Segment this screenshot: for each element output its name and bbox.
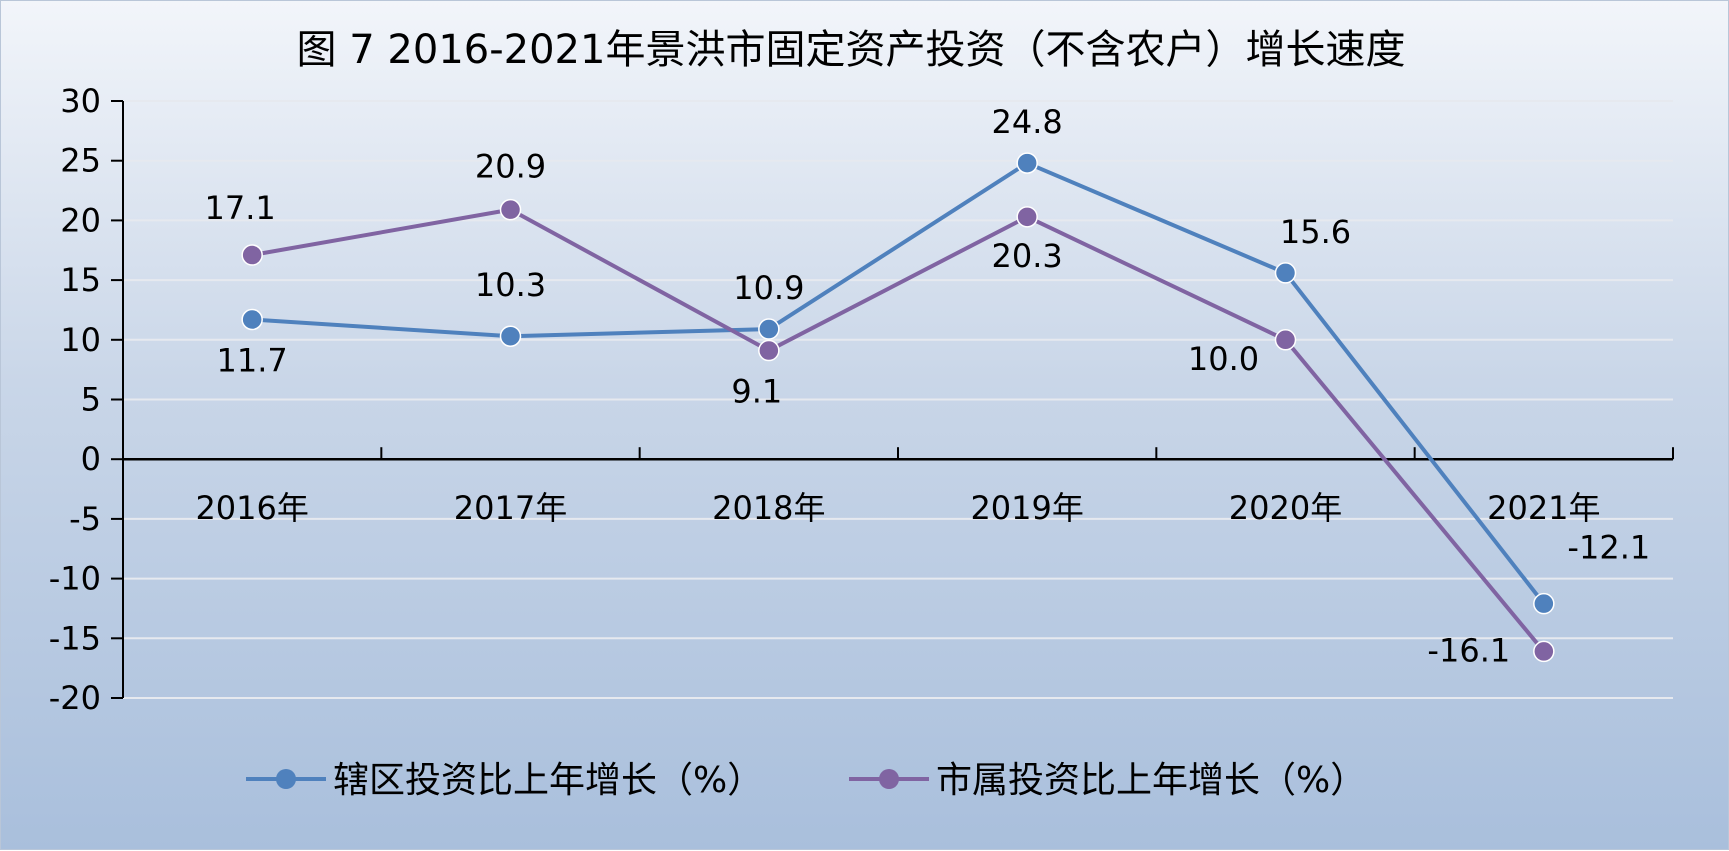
- y-tick-label: 20: [60, 201, 101, 239]
- series-line-2: [251, 207, 1546, 653]
- data-label: 10.3: [475, 266, 546, 304]
- x-tick-label: 2020年: [1229, 489, 1342, 527]
- x-tick-label: 2019年: [970, 489, 1083, 527]
- legend-label: 市属投资比上年增长（%）: [936, 760, 1366, 801]
- series-1-point: [241, 308, 263, 331]
- series-2-point: [1274, 329, 1297, 351]
- x-tick-label: 2017年: [454, 489, 567, 527]
- x-tick-label: 2021年: [1487, 489, 1600, 527]
- series-2-point: [758, 339, 780, 362]
- data-label: 15.6: [1280, 213, 1351, 251]
- data-label: 9.1: [731, 373, 782, 411]
- y-tick-label: 15: [60, 261, 101, 299]
- legend-item-2: 市属投资比上年增长（%）: [849, 760, 1366, 801]
- legend-marker: [276, 769, 296, 789]
- y-tick-label: 5: [81, 381, 101, 419]
- series-1-point: [1274, 262, 1297, 284]
- axes: [111, 100, 1674, 699]
- legend-item-1: 辖区投资比上年增长（%）: [246, 760, 763, 801]
- series-2-point: [499, 198, 522, 221]
- legend-marker: [879, 769, 899, 789]
- series-1-point: [758, 318, 780, 340]
- chart-title: 图 7 2016-2021年景洪市固定资产投资（不含农户）增长速度: [297, 27, 1406, 73]
- legend: 辖区投资比上年增长（%） 市属投资比上年增长（%）: [246, 760, 1366, 801]
- x-tick-label: 2018年: [712, 489, 825, 527]
- data-label: 24.8: [992, 103, 1063, 141]
- y-tick-labels: 30 25 20 15 10 5 0 -5 -10 -15 -20: [49, 82, 101, 717]
- legend-label: 辖区投资比上年增长（%）: [333, 760, 763, 801]
- series-1-point: [499, 325, 522, 347]
- data-labels: 11.7 10.3 10.9 24.8 15.6 -12.1 17.1 20.9 9.1 20.3…: [205, 103, 1651, 669]
- x-tick-label: 2016年: [195, 489, 308, 527]
- y-tick-label: -5: [69, 500, 101, 538]
- series-2-point: [1533, 640, 1555, 663]
- data-label: 17.1: [205, 189, 276, 227]
- gridlines: [123, 100, 1673, 699]
- series-group: [241, 152, 1555, 663]
- data-label: 20.9: [475, 148, 546, 186]
- y-tick-label: 25: [60, 142, 101, 180]
- y-tick-label: -20: [49, 679, 101, 717]
- x-tick-labels: 2016年 2017年 2018年 2019年 2020年 2021年: [195, 489, 1600, 527]
- data-label: 10.0: [1188, 340, 1259, 378]
- series-1-point: [1016, 152, 1038, 174]
- y-tick-label: -15: [49, 619, 101, 657]
- y-tick-label: 30: [60, 82, 101, 120]
- data-label: -12.1: [1567, 529, 1650, 567]
- series-2-point: [241, 244, 263, 266]
- data-label: -16.1: [1427, 631, 1510, 669]
- series-2-point: [1016, 206, 1038, 228]
- data-label: 20.3: [992, 237, 1063, 275]
- data-label: 10.9: [733, 269, 804, 307]
- series-1-point: [1533, 592, 1555, 615]
- data-label: 11.7: [217, 342, 288, 380]
- y-tick-label: 0: [81, 440, 101, 478]
- y-tick-label: 10: [60, 321, 101, 359]
- y-tick-label: -10: [49, 560, 101, 598]
- series-line-1: [252, 161, 1546, 605]
